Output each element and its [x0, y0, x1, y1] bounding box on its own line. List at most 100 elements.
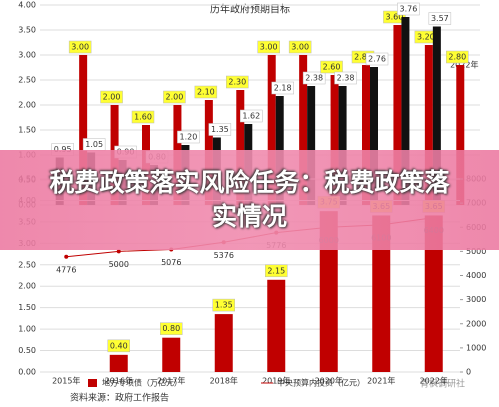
- data-label: 3.57: [431, 14, 449, 23]
- data-label: 2.15: [267, 266, 285, 275]
- label-box: [302, 71, 326, 85]
- legend-label: 地方专项债（万亿元）: [102, 378, 182, 388]
- bar: [330, 75, 339, 205]
- data-label: 3.60: [386, 13, 404, 22]
- y-tick-label: 2.50: [18, 260, 36, 269]
- bar: [456, 65, 465, 205]
- data-label: 2.30: [228, 78, 246, 87]
- x-tick-label: 2020年: [315, 376, 343, 386]
- source-note: 资料来源：政府工作报告: [70, 392, 169, 404]
- data-label: 4776: [56, 265, 76, 274]
- bar: [362, 65, 370, 205]
- x-tick-label: 2018年: [210, 376, 238, 386]
- y2-tick-label: 4000: [466, 271, 486, 280]
- y-tick-label: 1.50: [18, 126, 36, 135]
- label-box: [100, 90, 123, 104]
- data-label: 2.00: [103, 93, 121, 102]
- label-box: [428, 12, 452, 25]
- label-box: [177, 130, 200, 144]
- data-label: 5000: [109, 260, 129, 269]
- y-tick-label: 1.00: [18, 325, 36, 334]
- y2-tick-label: 2000: [466, 319, 486, 328]
- y-tick-label: 3.00: [18, 51, 36, 60]
- y-tick-label: 0.00: [18, 368, 36, 377]
- data-label: 3.00: [260, 43, 278, 52]
- y-tick-label: 1.50: [18, 303, 36, 312]
- data-label: 1.35: [211, 125, 229, 134]
- data-label: 2.38: [305, 74, 323, 83]
- data-label: 1.60: [134, 113, 152, 122]
- data-label: 3.76: [400, 5, 418, 14]
- bar: [393, 25, 402, 205]
- label-box: [271, 81, 294, 95]
- bar: [424, 45, 433, 205]
- y2-tick-label: 5000: [466, 247, 486, 256]
- y-tick-label: 2.50: [18, 76, 36, 85]
- bar: [214, 314, 233, 372]
- data-label: 2.80: [448, 53, 466, 62]
- y2-tick-label: 1000: [466, 343, 486, 352]
- x-tick-label: 2017年: [157, 376, 185, 386]
- x-tick-label: 2016年: [105, 376, 133, 386]
- label-box: [446, 50, 469, 64]
- label-box: [226, 75, 249, 89]
- label-box: [288, 40, 312, 54]
- label-box: [240, 109, 263, 123]
- y-tick-label: 2.00: [18, 101, 36, 110]
- data-label: 1.35: [215, 301, 233, 310]
- bar: [299, 55, 308, 205]
- label-box: [68, 40, 92, 54]
- data-label: 0.80: [162, 324, 180, 333]
- banner-text: 税费政策落实风险任务：税费政策落实情况: [49, 168, 450, 231]
- y2-tick-label: 3000: [466, 295, 486, 304]
- legend-label: 中央预算内投资（亿元）: [277, 378, 365, 388]
- label-box: [397, 2, 420, 16]
- banner: 税费政策落实风险任务：税费政策落实情况: [0, 150, 499, 250]
- data-label: 2.80: [354, 53, 372, 62]
- data-label: 2.76: [368, 55, 386, 64]
- data-label: 2.00: [166, 93, 184, 102]
- label-box: [365, 52, 389, 66]
- data-label: 2.18: [274, 84, 292, 93]
- data-label: 1.05: [85, 140, 103, 149]
- bar: [401, 17, 410, 205]
- x-tick-label: 2019年: [262, 376, 290, 386]
- bar: [236, 90, 245, 205]
- label-box: [208, 123, 232, 136]
- bar: [109, 354, 128, 372]
- data-label: 1.20: [180, 133, 198, 142]
- x-tick-label: 2021年: [367, 376, 395, 386]
- x-tick-label: 2022年: [450, 60, 478, 70]
- bar: [432, 26, 441, 205]
- label-box: [107, 339, 130, 353]
- label-box: [131, 110, 155, 124]
- data-label: 2.60: [323, 63, 341, 72]
- label-box: [163, 90, 186, 104]
- legend-swatch: [88, 379, 97, 387]
- data-label: 3.00: [71, 43, 89, 52]
- x-tick-label: 2022年: [420, 376, 448, 386]
- label-box: [265, 264, 288, 278]
- label-box: [257, 40, 280, 54]
- x-tick-label: 2015年: [52, 376, 80, 386]
- y2-tick-label: 0: [466, 368, 471, 377]
- watermark: 青枫调研社: [420, 378, 465, 390]
- bar: [424, 215, 443, 372]
- bar: [267, 55, 276, 205]
- data-label: 5076: [161, 258, 181, 267]
- data-label: 5376: [214, 251, 234, 260]
- point: [116, 249, 121, 254]
- data-label: 2.10: [197, 88, 215, 97]
- point: [64, 254, 69, 259]
- data-label: 0.95: [54, 145, 72, 154]
- label-box: [320, 60, 343, 74]
- y-tick-label: 2.00: [18, 282, 36, 291]
- bar: [79, 55, 88, 205]
- bar: [338, 86, 347, 205]
- y-tick-label: 3.50: [18, 26, 36, 35]
- label-box: [212, 298, 235, 312]
- label-box: [334, 71, 357, 85]
- data-label: 3.20: [417, 33, 435, 42]
- bar: [267, 279, 286, 372]
